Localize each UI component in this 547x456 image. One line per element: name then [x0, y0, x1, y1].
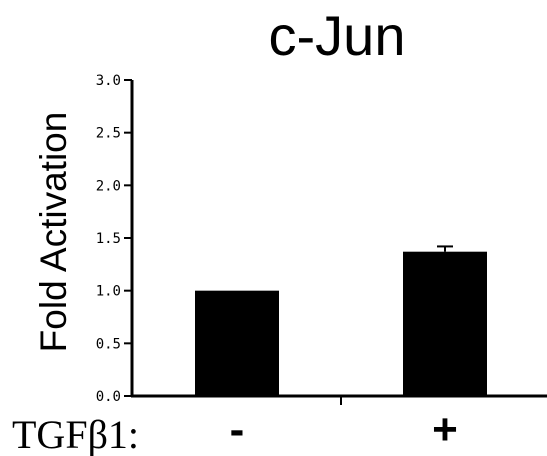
y-tick-label: 0.5	[96, 336, 121, 352]
y-tick-label: 2.5	[96, 126, 121, 142]
y-tick-label: 1.0	[96, 284, 121, 300]
bar-plus	[403, 251, 487, 396]
y-tick-label: 1.5	[96, 231, 121, 247]
x-axis-label: TGFβ1:	[12, 412, 139, 456]
y-axis-label: Fold Activation	[33, 112, 74, 353]
y-tick-label: 0.0	[96, 389, 121, 405]
y-tick-label: 3.0	[96, 73, 121, 89]
y-tick-label: 2.0	[96, 178, 121, 194]
y-axis-ticks: 0.0 0.5 1.0 1.5 2.0 2.5 3.0	[96, 73, 132, 405]
x-axis-category-labels: - +	[230, 405, 458, 454]
x-category-label: +	[432, 405, 458, 454]
x-category-label: -	[230, 405, 245, 454]
bars	[195, 245, 487, 396]
chart-title: c-Jun	[269, 4, 406, 67]
bar-minus	[195, 290, 279, 396]
